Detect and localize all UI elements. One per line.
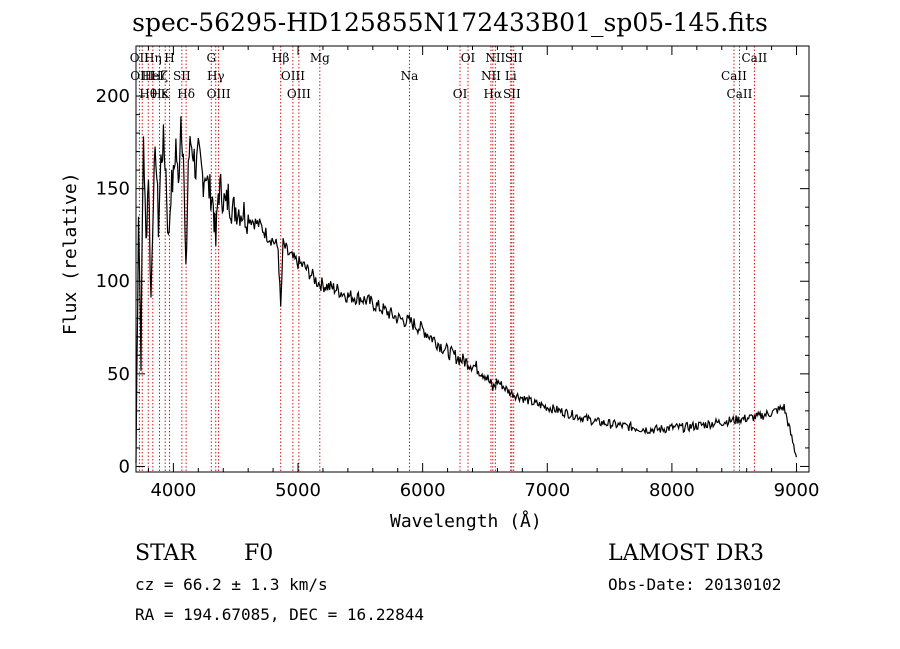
line-markers-group: [138, 46, 755, 472]
ra-dec: RA = 194.67085, DEC = 16.22844: [135, 605, 424, 624]
chart-title: spec-56295-HD125855N172433B01_sp05-145.f…: [132, 8, 768, 37]
obs-date: Obs-Date: 20130102: [608, 575, 782, 594]
line-label: SII: [505, 51, 523, 65]
line-label: HeI: [142, 69, 165, 83]
line-label: Hθ: [139, 87, 157, 101]
y-tick-label: 200: [96, 86, 130, 107]
x-tick-label: 5000: [275, 480, 321, 501]
x-tick-label: 9000: [774, 480, 820, 501]
x-tick-label: 7000: [524, 480, 570, 501]
line-label: OI: [453, 87, 468, 101]
y-axis-label: Flux (relative): [60, 172, 81, 335]
line-label: NII: [485, 51, 505, 65]
survey-name: LAMOST DR3: [608, 541, 764, 566]
line-label: CaII: [721, 69, 747, 83]
line-label: OIII: [287, 87, 311, 101]
line-label: Hδ: [177, 87, 195, 101]
x-tick-label: 8000: [649, 480, 695, 501]
object-class: STAR: [135, 541, 196, 566]
redshift-cz: cz = 66.2 ± 1.3 km/s: [135, 575, 328, 594]
x-axis-label: Wavelength (Å): [390, 511, 542, 532]
line-label: OIII: [281, 69, 305, 83]
line-label: Hα: [484, 87, 503, 101]
y-tick-label: 50: [107, 364, 130, 385]
line-label: Li: [505, 69, 517, 83]
spectrum-line: [135, 116, 798, 464]
line-label: Hη: [144, 51, 162, 65]
line-label: OIII: [207, 87, 231, 101]
line-label: Hγ: [207, 69, 225, 83]
y-tick-label: 0: [119, 456, 130, 477]
line-label: CaII: [727, 87, 753, 101]
line-label: NII: [481, 69, 501, 83]
line-label: Hζ: [151, 69, 168, 83]
line-label: G: [206, 51, 216, 65]
line-label: K: [161, 87, 171, 101]
line-label: Na: [401, 69, 419, 83]
object-subclass: F0: [244, 541, 274, 566]
y-tick-label: 150: [96, 179, 130, 200]
line-label: Hε: [151, 87, 168, 101]
line-label: Hβ: [272, 51, 289, 65]
line-label: SII: [503, 87, 521, 101]
line-label: H: [164, 51, 174, 65]
tick-labels-group: 4000 5000 6000 7000 8000 9000 0 50 100 150 200: [96, 86, 820, 501]
x-tick-label: 6000: [400, 480, 446, 501]
y-tick-label: 100: [96, 271, 130, 292]
x-tick-label: 4000: [150, 480, 196, 501]
line-label: OI: [461, 51, 476, 65]
line-label: OIII: [130, 69, 154, 83]
axes-group: [135, 45, 810, 473]
line-label: SII: [173, 69, 191, 83]
line-label: CaII: [741, 51, 767, 65]
line-label: Mg: [310, 51, 330, 65]
line-label: OII: [130, 51, 150, 65]
